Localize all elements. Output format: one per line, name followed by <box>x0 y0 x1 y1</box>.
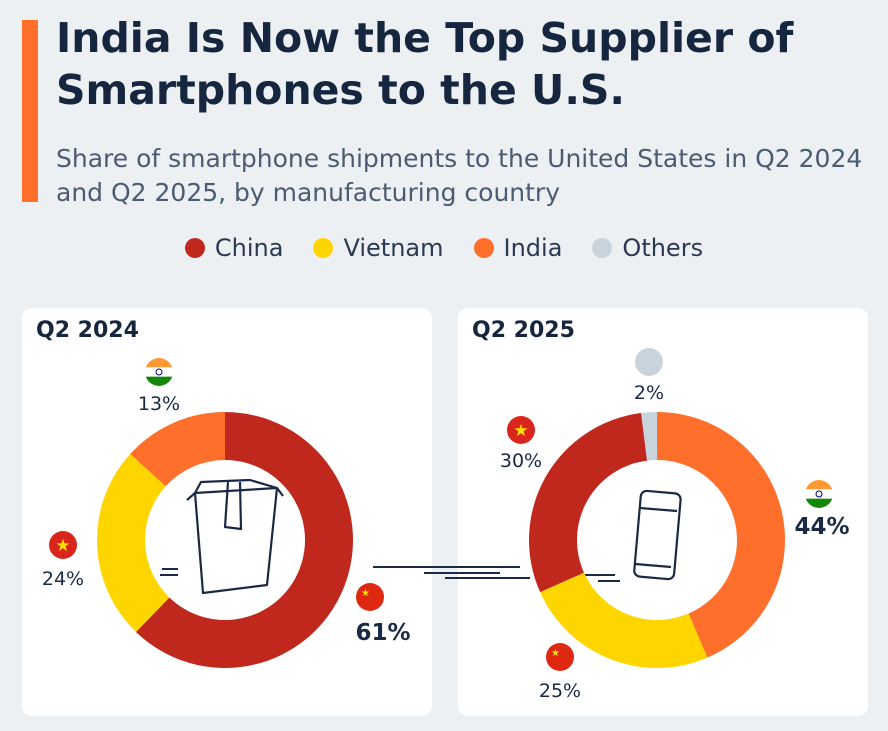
donut-slice-china <box>540 572 708 669</box>
vietnam-flag-icon: ★ <box>49 531 77 559</box>
svg-text:★: ★ <box>513 421 528 441</box>
donut-slice-india <box>130 412 225 487</box>
legend-swatch <box>473 238 494 258</box>
legend-label: Vietnam <box>343 234 444 262</box>
donut-slice-india <box>657 412 785 658</box>
legend-swatch <box>592 238 613 258</box>
legend-item: China <box>184 234 284 262</box>
slice-label: 30% <box>500 450 542 472</box>
chart-subtitle: Share of smartphone shipments to the Uni… <box>56 144 863 207</box>
legend-swatch <box>184 238 205 258</box>
legend: China Vietnam India Others <box>0 234 888 262</box>
svg-text:★: ★ <box>55 536 70 556</box>
legend-item: Others <box>592 234 703 262</box>
legend-label: Others <box>622 234 704 262</box>
india-flag-icon <box>145 358 173 386</box>
slice-label: 44% <box>794 514 849 540</box>
smartphone-icon <box>633 489 682 581</box>
others-flag-icon <box>635 348 663 376</box>
panel-title: Q2 2025 <box>472 318 575 343</box>
china-flag-icon: ★ <box>546 643 574 671</box>
donut-slice-others <box>641 412 657 461</box>
donut-slice-china <box>135 412 353 668</box>
slice-label: 24% <box>42 568 84 590</box>
donut-slice-vietnam <box>96 453 170 632</box>
svg-text:★: ★ <box>361 588 370 599</box>
slice-label: 25% <box>539 680 581 702</box>
legend-item: India <box>473 234 563 262</box>
legend-label: India <box>503 234 563 262</box>
slice-label: 61% <box>355 620 410 646</box>
package-icon <box>186 478 284 595</box>
vietnam-flag-icon: ★ <box>507 416 535 444</box>
legend-label: China <box>214 234 284 262</box>
donut-slice-vietnam <box>529 412 648 593</box>
chart-title: India Is Now the Top Supplier of Smartph… <box>56 14 794 114</box>
legend-item: Vietnam <box>313 234 444 262</box>
china-flag-icon: ★ <box>356 583 384 611</box>
slice-label: 2% <box>634 382 664 404</box>
legend-swatch <box>313 238 334 258</box>
panel-title: Q2 2024 <box>36 318 139 343</box>
india-flag-icon <box>805 480 833 508</box>
svg-text:★: ★ <box>551 648 560 659</box>
slice-label: 13% <box>138 393 180 415</box>
accent-bar <box>22 20 38 202</box>
